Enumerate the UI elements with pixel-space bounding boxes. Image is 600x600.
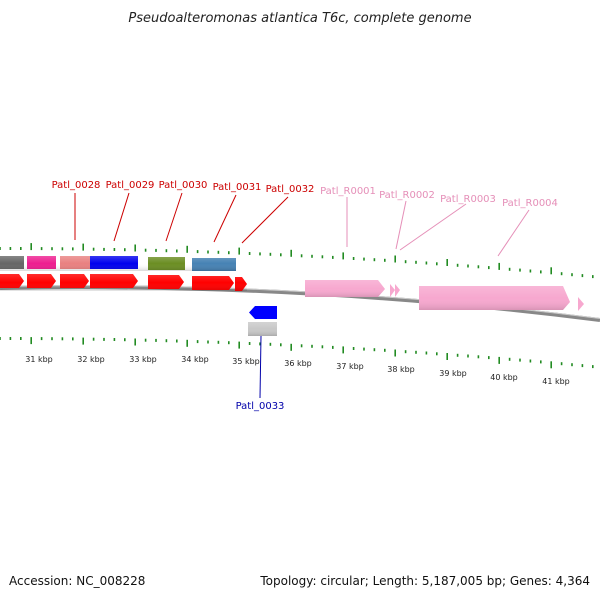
- gene-label-patl-r0002[interactable]: Patl_R0002: [379, 190, 435, 201]
- tick-label-37: 37 kbp: [336, 362, 364, 371]
- tick-label-39: 39 kbp: [439, 369, 467, 378]
- tick-label-40: 40 kbp: [490, 373, 518, 382]
- rrna-arrow-patl-r0003[interactable]: [395, 284, 400, 297]
- topology-summary: Topology: circular; Length: 5,187,005 bp…: [260, 574, 590, 588]
- axis-labels: 31 kbp 32 kbp 33 kbp 34 kbp 35 kbp 36 kb…: [25, 355, 570, 386]
- leader-line-patl-0031: [213, 194, 237, 243]
- rrna-arrow-small[interactable]: [578, 297, 584, 311]
- leader-line-patl-0033: [259, 335, 262, 399]
- tick-label-32: 32 kbp: [77, 355, 105, 364]
- gene-label-patl-r0003[interactable]: Patl_R0003: [440, 194, 496, 205]
- gene-label-patl-0029[interactable]: Patl_0029: [106, 180, 155, 191]
- tick-label-38: 38 kbp: [387, 365, 415, 374]
- gene-label-patl-0032[interactable]: Patl_0032: [266, 184, 315, 195]
- leader-line-patl-0030: [165, 192, 183, 242]
- gene-label-patl-r0001[interactable]: Patl_R0001: [320, 186, 376, 197]
- leader-line-patl-r0002: [395, 200, 407, 250]
- leader-line-patl-0032: [241, 196, 289, 244]
- cds-track: [0, 274, 247, 291]
- tick-row-bottom: [0, 337, 594, 369]
- tick-row-top: [0, 243, 594, 279]
- tick-label-41: 41 kbp: [542, 377, 570, 386]
- accession-text: Accession: NC_008228: [9, 574, 146, 588]
- tick-label-36: 36 kbp: [284, 359, 312, 368]
- map-title: Pseudoalteromonas atlantica T6c, complet…: [128, 11, 471, 26]
- tick-label-33: 33 kbp: [129, 355, 157, 364]
- gene-label-patl-r0004[interactable]: Patl_R0004: [502, 198, 558, 209]
- leader-line-patl-r0003: [399, 203, 467, 251]
- gene-label-patl-0030[interactable]: Patl_0030: [159, 180, 208, 191]
- rrna-arrow-patl-r0002[interactable]: [390, 284, 395, 297]
- gene-label-patl-0028[interactable]: Patl_0028: [52, 180, 101, 191]
- cds-arrow-patl-0033[interactable]: [249, 306, 277, 319]
- tick-label-34: 34 kbp: [181, 355, 209, 364]
- tick-label-31: 31 kbp: [25, 355, 53, 364]
- gene-label-patl-0031[interactable]: Patl_0031: [213, 182, 262, 193]
- leader-line-patl-r0004: [497, 209, 530, 257]
- gene-label-patl-0033[interactable]: Patl_0033: [236, 401, 285, 412]
- rrna-track: [305, 280, 584, 311]
- tick-label-35: 35 kbp: [232, 357, 260, 366]
- gene-labels: Patl_0028 Patl_0029 Patl_0030 Patl_0031 …: [52, 180, 558, 412]
- cog-track: [0, 256, 236, 271]
- reverse-track: [248, 306, 277, 336]
- leader-line-patl-0029: [113, 192, 130, 242]
